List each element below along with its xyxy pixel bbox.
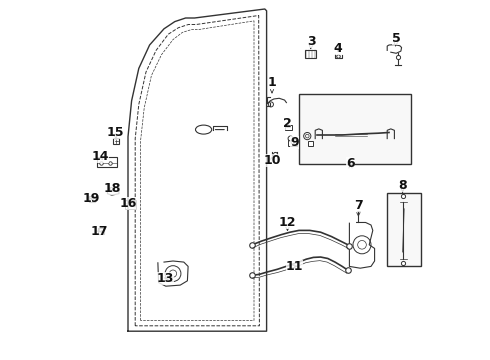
Text: 17: 17 xyxy=(91,225,108,238)
Bar xyxy=(387,193,421,266)
Text: 9: 9 xyxy=(291,136,299,149)
Text: 2: 2 xyxy=(283,117,292,130)
Text: 14: 14 xyxy=(92,150,109,163)
Text: 18: 18 xyxy=(103,181,121,194)
Text: 15: 15 xyxy=(107,126,124,139)
Bar xyxy=(125,200,136,209)
Bar xyxy=(308,141,314,146)
Bar xyxy=(285,125,292,130)
Text: 19: 19 xyxy=(82,192,99,204)
Bar xyxy=(299,94,411,164)
Bar xyxy=(305,50,316,58)
Text: 6: 6 xyxy=(346,157,355,170)
Text: 5: 5 xyxy=(392,32,401,46)
Text: 12: 12 xyxy=(279,216,296,230)
Text: 10: 10 xyxy=(263,154,281,167)
Bar xyxy=(98,157,117,167)
Text: 13: 13 xyxy=(156,271,174,284)
Text: 4: 4 xyxy=(334,42,342,55)
Ellipse shape xyxy=(196,125,212,134)
Text: 8: 8 xyxy=(398,179,407,192)
Text: 11: 11 xyxy=(286,260,303,273)
Bar xyxy=(288,139,297,146)
Text: 3: 3 xyxy=(307,35,316,49)
Text: 16: 16 xyxy=(119,197,137,210)
Text: 7: 7 xyxy=(354,199,363,216)
Text: 1: 1 xyxy=(268,76,276,93)
